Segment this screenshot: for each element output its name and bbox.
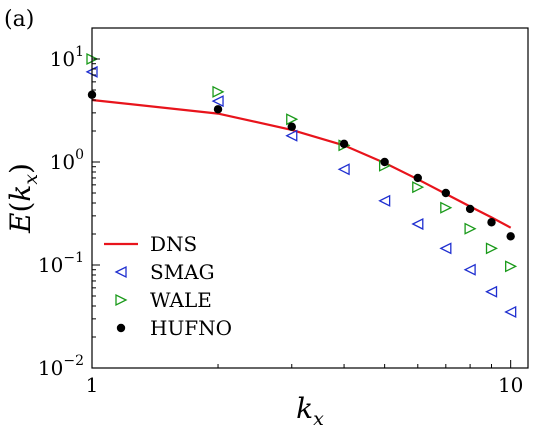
- smag-point: [337, 163, 350, 176]
- hufno-legend-swatch: [116, 323, 126, 333]
- wale-point: [412, 181, 425, 194]
- x-axis-title-sub: x: [313, 408, 324, 430]
- x-tick-label: 1: [86, 373, 99, 397]
- hufno-point: [487, 218, 496, 227]
- legend: DNS SMAG WALE HUFNO: [104, 232, 232, 340]
- wale-point: [464, 222, 477, 235]
- axes-frame: [91, 27, 529, 369]
- smag-point: [485, 285, 498, 298]
- y-tick-label: 101: [50, 44, 84, 71]
- axis-ticks: 1 10 10−2 10−1 100 101: [38, 27, 523, 397]
- x-axis-title: kx: [296, 392, 324, 430]
- panel-label: (a): [4, 7, 34, 32]
- hufno-point: [441, 188, 451, 198]
- y-tick-label: 100: [50, 147, 84, 174]
- smag-legend-swatch: [114, 265, 127, 279]
- smag-point: [463, 263, 476, 276]
- hufno-point: [506, 232, 515, 241]
- hufno-point: [339, 139, 349, 149]
- smag-point: [439, 242, 452, 255]
- x-tick-label: 10: [498, 373, 523, 397]
- wale-point: [505, 260, 518, 273]
- smag-point: [285, 129, 298, 142]
- smag-point: [411, 217, 424, 231]
- hufno-point: [380, 157, 389, 167]
- y-tick-label: 10−2: [38, 353, 84, 380]
- wale-point: [212, 85, 225, 98]
- wale-point: [440, 201, 453, 214]
- wale-point: [286, 113, 299, 126]
- hufno-point: [213, 105, 223, 114]
- dns-line: [91, 98, 512, 229]
- smag-point: [378, 194, 391, 207]
- hufno-point: [465, 204, 475, 214]
- wale-legend-label: WALE: [150, 288, 212, 312]
- wale-legend-swatch: [115, 293, 128, 307]
- wale-point: [485, 242, 498, 255]
- dns-legend-label: DNS: [150, 232, 197, 256]
- y-tick-label: 10−1: [38, 250, 84, 277]
- smag-point: [211, 95, 224, 108]
- x-axis-title-main: k: [296, 392, 313, 425]
- smag-point: [504, 305, 517, 319]
- hufno-point: [287, 122, 296, 131]
- hufno-point: [413, 173, 422, 183]
- smag-legend-label: SMAG: [150, 260, 215, 284]
- y-axis-title: E(kx): [4, 163, 42, 234]
- hufno-legend-label: HUFNO: [150, 316, 232, 340]
